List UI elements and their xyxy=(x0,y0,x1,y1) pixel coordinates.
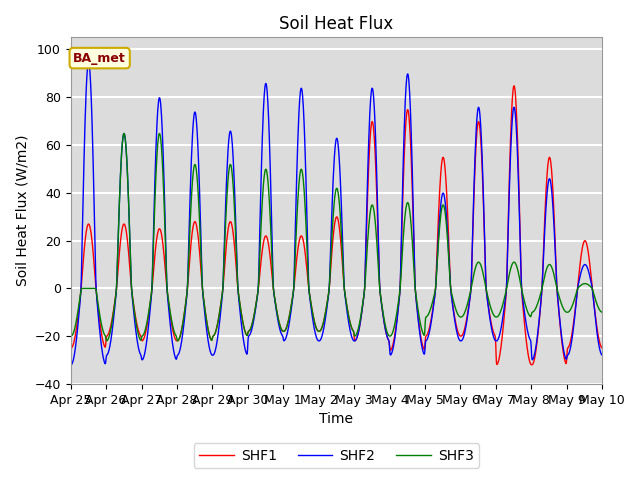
SHF1 xyxy=(172,337,180,343)
SHF3 xyxy=(598,309,606,315)
SHF3 xyxy=(120,131,127,136)
SHF3 xyxy=(186,233,193,239)
SHF1 xyxy=(536,313,543,319)
SHF2 xyxy=(488,330,496,336)
SHF1 xyxy=(67,345,74,351)
SHF1 xyxy=(598,345,606,351)
SHF3 xyxy=(245,328,253,334)
SHF1 xyxy=(510,83,518,89)
SHF3 xyxy=(173,335,180,340)
SHF1 xyxy=(488,324,496,330)
Line: SHF2: SHF2 xyxy=(70,62,602,365)
Text: BA_met: BA_met xyxy=(74,51,126,65)
SHF2 xyxy=(186,224,193,230)
SHF3 xyxy=(103,338,111,344)
X-axis label: Time: Time xyxy=(319,412,353,426)
SHF2 xyxy=(536,315,543,321)
SHF2 xyxy=(84,59,92,65)
SHF2 xyxy=(245,333,253,339)
SHF3 xyxy=(67,333,74,339)
SHF2 xyxy=(419,348,427,354)
SHF3 xyxy=(536,294,543,300)
Line: SHF3: SHF3 xyxy=(70,133,602,341)
SHF1 xyxy=(419,343,426,348)
SHF1 xyxy=(528,362,536,368)
SHF3 xyxy=(489,311,497,316)
SHF1 xyxy=(244,329,252,335)
SHF3 xyxy=(420,331,428,337)
SHF2 xyxy=(598,352,606,358)
Title: Soil Heat Flux: Soil Heat Flux xyxy=(279,15,394,33)
Legend: SHF1, SHF2, SHF3: SHF1, SHF2, SHF3 xyxy=(194,443,479,468)
Y-axis label: Soil Heat Flux (W/m2): Soil Heat Flux (W/m2) xyxy=(15,135,29,287)
SHF2 xyxy=(67,362,74,368)
SHF1 xyxy=(185,267,193,273)
Line: SHF1: SHF1 xyxy=(70,86,602,365)
SHF2 xyxy=(172,356,180,362)
